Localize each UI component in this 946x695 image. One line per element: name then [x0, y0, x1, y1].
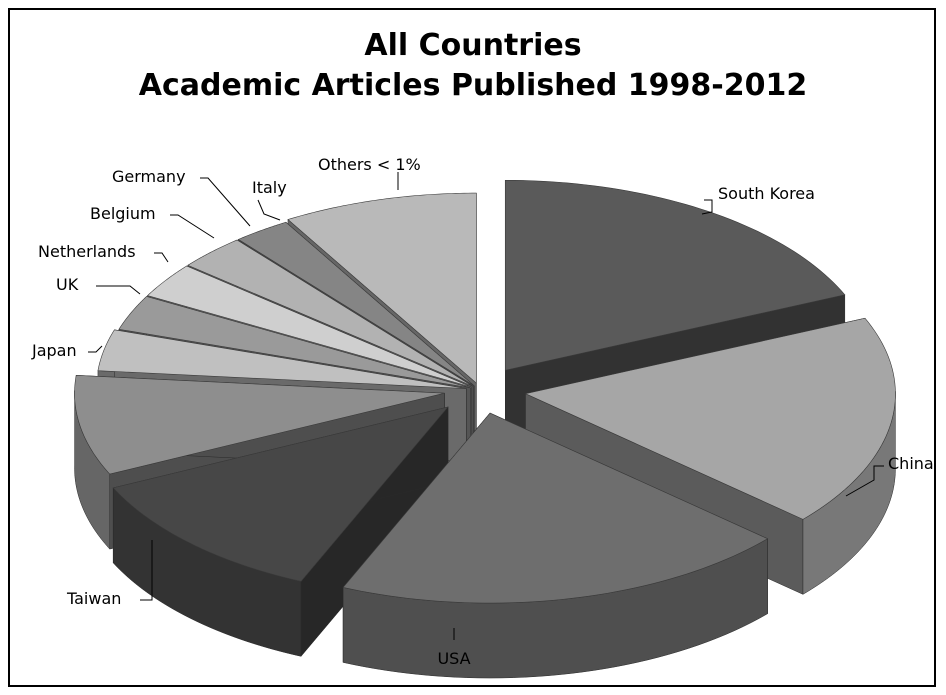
- leader-line-netherlands: [154, 252, 169, 263]
- data-label-japan: Japan: [31, 341, 77, 360]
- pie-slice-italy: [237, 221, 475, 387]
- data-label-south-korea: South Korea: [718, 184, 815, 203]
- pie-slice-netherlands: [118, 296, 471, 389]
- leader-line-japan: [88, 345, 103, 353]
- data-label-belgium: Belgium: [90, 204, 156, 223]
- pie-slice-belgium: [146, 265, 472, 388]
- leader-line-belgium: [170, 214, 215, 239]
- leader-line-italy: [257, 199, 281, 221]
- pie-slice-china: [524, 317, 896, 520]
- pie-slice-uk: [97, 329, 467, 389]
- pie-slice-others-1: [287, 192, 477, 384]
- leader-line-germany: [200, 177, 251, 227]
- pie-slice-south-korea: [504, 179, 846, 371]
- pie-slice-japan: [74, 374, 445, 475]
- data-label-usa: USA: [437, 649, 470, 668]
- data-label-others-1: Others < 1%: [318, 155, 421, 174]
- data-label-netherlands: Netherlands: [38, 242, 136, 261]
- leader-line-south-korea: [701, 199, 713, 215]
- pie-slice-usa: [342, 412, 769, 604]
- leader-line-china: [845, 465, 884, 497]
- chart-title: All Countries Academic Articles Publishe…: [0, 26, 946, 106]
- data-label-uk: UK: [56, 275, 79, 294]
- pie-slice-taiwan: [112, 406, 449, 582]
- pie-slice-germany: [187, 239, 474, 387]
- chart-title-line-1: All Countries: [364, 28, 582, 63]
- data-label-italy: Italy: [252, 178, 287, 197]
- data-label-china: China: [888, 454, 934, 473]
- data-label-germany: Germany: [112, 167, 186, 186]
- chart-title-line-2: Academic Articles Published 1998-2012: [138, 68, 808, 103]
- leader-line-taiwan: [140, 540, 153, 601]
- leader-line-uk: [96, 285, 141, 295]
- data-label-taiwan: Taiwan: [66, 589, 121, 608]
